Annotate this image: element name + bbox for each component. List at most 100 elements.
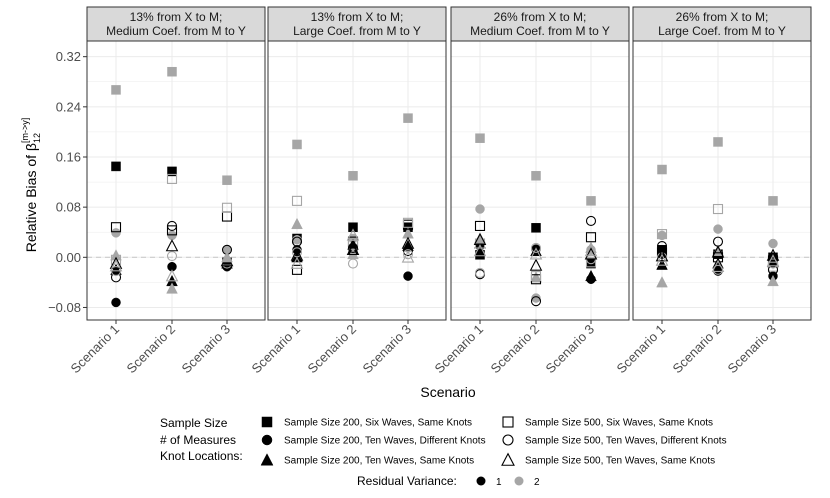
y-tick-label: −0.08 [48,300,81,315]
data-point [403,113,413,123]
legend-key [261,434,273,446]
facet-panel: 13% from X to M;Medium Coef. from M to Y… [68,6,266,377]
data-point [348,171,358,181]
legend-key [261,416,273,428]
y-tick-label: 0.08 [56,200,81,215]
legend-title-line: Sample Size [160,416,228,430]
data-point [766,248,780,261]
data-point [166,282,178,294]
legend-residual-label: 1 [496,477,502,488]
facet-panel: 26% from X to M;Medium Coef. from M to Y… [432,6,630,377]
facet-title-line2: Medium Coef. from M to Y [470,24,610,38]
legend: Sample Size # of Measures Knot Locations: S… [160,416,727,488]
facet-title-line2: Large Coef. from M to Y [658,24,786,38]
x-tick-label: Scenario 1 [68,322,123,377]
data-point [111,85,121,95]
data-point [109,259,123,272]
data-point [531,223,541,233]
legend-key [501,452,515,466]
facet-title-line1: 13% from X to M; [311,10,404,24]
data-point [711,245,725,258]
data-point [291,236,303,247]
data-point [656,247,668,258]
data-point [768,238,778,249]
x-tick-label: Scenario 1 [432,322,487,377]
data-point [166,220,178,232]
legend-label: Sample Size 500, Ten Waves, Same Knots [525,456,715,467]
data-point [530,271,542,283]
data-point [655,253,669,266]
legend-residual-title: Residual Variance: [357,474,457,488]
facet-plot-area [633,41,811,320]
legend-label: Sample Size 200, Six Waves, Same Knots [284,418,472,429]
facet-border [632,40,812,321]
facet-border [86,40,266,321]
x-tick-label: Scenario 2 [670,322,725,377]
x-tick-label: Scenario 1 [249,322,304,377]
data-point [110,272,122,283]
data-point [768,196,778,206]
data-point [474,267,486,279]
data-point [110,263,122,275]
data-point [530,296,542,307]
data-point [711,259,725,272]
legend-title-line: # of Measures [160,433,236,447]
data-point [166,250,178,262]
facet-title-line2: Large Coef. from M to Y [293,24,421,38]
data-point [656,276,668,288]
data-point [713,224,723,234]
data-point [475,204,485,214]
data-point [167,166,177,177]
data-point [585,232,597,243]
y-axis-title-prefix: Relative Bias of [23,151,39,252]
data-point [585,257,597,268]
data-point [767,274,779,287]
data-point [165,269,179,282]
x-tick-label: Scenario 3 [725,322,780,377]
data-point [402,217,414,228]
legend-key [502,434,514,446]
data-point [475,133,485,143]
data-point [346,228,360,241]
facet-strip [86,6,266,42]
data-point [167,66,177,77]
data-point [166,225,178,236]
data-point [656,252,668,263]
data-point [530,242,542,253]
data-point [109,256,123,269]
legend-key [502,416,514,428]
data-point [110,254,122,265]
data-point [111,228,121,238]
data-point [585,215,597,226]
data-point [586,196,596,206]
data-point [656,229,668,240]
data-point [474,220,486,232]
facet-title-line1: 13% from X to M; [130,10,223,24]
panels-group: 13% from X to M;Medium Coef. from M to Y… [68,6,812,377]
data-point [584,247,598,260]
x-tick-label: Scenario 3 [179,322,234,377]
y-axis-title-subscript: 12 [32,133,42,143]
legend-residual-key [476,476,486,486]
data-point [585,269,597,282]
x-tick-label: Scenario 2 [488,322,543,377]
legend-label: Sample Size 500, Ten Waves, Different Kn… [525,436,727,447]
facet-panel: 26% from X to M;Large Coef. from M to Y S… [614,6,812,377]
data-point [111,161,121,172]
data-point [292,139,302,150]
data-point [403,271,413,281]
data-point [655,249,669,262]
y-axis-title-superscript: [m->y] [20,118,30,143]
data-point [290,248,304,261]
facet-border [267,40,447,321]
data-point [221,251,233,263]
facet-title-line2: Medium Coef. from M to Y [106,24,246,38]
data-point [712,203,724,215]
x-tick-label: Scenario 2 [305,322,360,377]
data-point [529,247,543,260]
data-point [402,249,414,260]
data-point [767,261,779,272]
data-point [584,244,598,257]
data-point [531,171,541,181]
data-point [474,232,486,244]
